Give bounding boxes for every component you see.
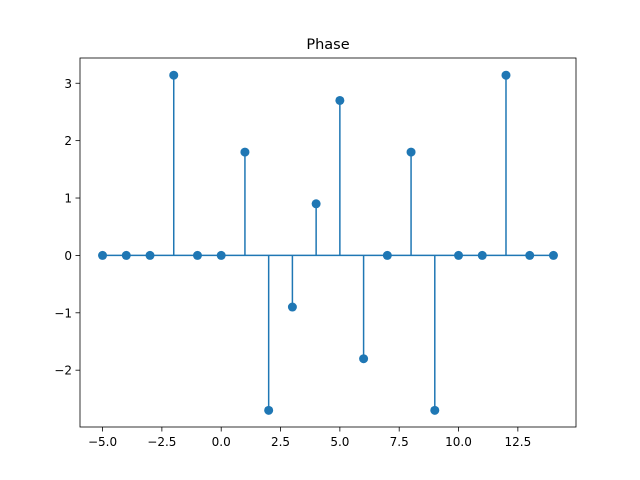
x-tick-label: 2.5 (271, 435, 290, 449)
plot-layer: −5.0 −2.5 0.0 2.5 5.0 7.5 10.0 12.5 −2 −1 0 1 2 3 (54, 57, 577, 449)
stem-marker (311, 199, 321, 209)
stem-marker (169, 70, 179, 80)
chart-title: Phase (306, 37, 349, 53)
x-tick-label: 5.0 (330, 435, 349, 449)
stem-marker (406, 147, 416, 157)
y-tick-label: −2 (54, 364, 72, 378)
x-tick-label: 0.0 (212, 435, 231, 449)
stem-marker (216, 250, 226, 260)
stem-marker (192, 250, 202, 260)
stem-marker (240, 147, 250, 157)
x-tick-label: 10.0 (445, 435, 472, 449)
stem-marker (477, 250, 487, 260)
stem-marker (382, 250, 392, 260)
stem-marker (548, 250, 558, 260)
y-tick-label: 3 (64, 77, 72, 91)
x-tick-label: −2.5 (147, 435, 176, 449)
axes-frame (79, 57, 577, 428)
x-tick-label: 12.5 (504, 435, 531, 449)
y-tick-label: −1 (54, 306, 72, 320)
stem-marker (264, 405, 274, 415)
stem-marker (430, 405, 440, 415)
stem-marker (525, 250, 535, 260)
stem-marker (98, 250, 108, 260)
y-tick-label: 1 (64, 192, 72, 206)
x-tick-label: −5.0 (88, 435, 117, 449)
stem-marker (121, 250, 131, 260)
stem-marker (359, 354, 369, 364)
stem-marker (145, 250, 155, 260)
stem-marker (454, 250, 464, 260)
x-tick-label: 7.5 (390, 435, 409, 449)
stem-marker (287, 302, 297, 312)
y-tick-label: 0 (64, 249, 72, 263)
y-tick-label: 2 (64, 134, 72, 148)
stem-marker (335, 95, 345, 105)
stem-marker (501, 70, 511, 80)
